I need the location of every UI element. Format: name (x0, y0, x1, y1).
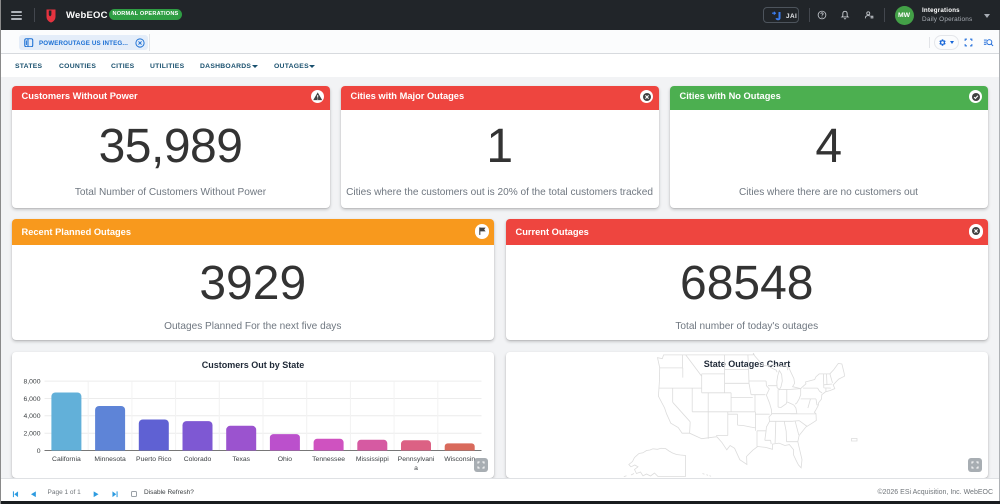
svg-text:4,000: 4,000 (23, 413, 40, 420)
svg-text:Tennessee: Tennessee (312, 456, 345, 463)
svg-text:8,000: 8,000 (23, 378, 40, 385)
svg-text:Customers Out by State: Customers Out by State (201, 360, 304, 370)
svg-text:California: California (52, 456, 81, 463)
svg-text:Puerto Rico: Puerto Rico (136, 456, 172, 463)
svg-text:Pennsylvani: Pennsylvani (397, 456, 434, 463)
svg-text:Mississippi: Mississippi (355, 456, 388, 463)
svg-text:Minnesota: Minnesota (94, 456, 126, 463)
svg-text:Texas: Texas (232, 456, 250, 463)
svg-text:State Outages Chart: State Outages Chart (703, 359, 790, 369)
svg-text:Ohio: Ohio (277, 456, 292, 463)
svg-text:a: a (414, 465, 418, 472)
svg-text:2,000: 2,000 (23, 430, 40, 437)
svg-text:0: 0 (36, 447, 40, 454)
svg-text:6,000: 6,000 (23, 395, 40, 402)
svg-text:Colorado: Colorado (183, 456, 211, 463)
svg-text:Wisconsin: Wisconsin (444, 456, 475, 463)
